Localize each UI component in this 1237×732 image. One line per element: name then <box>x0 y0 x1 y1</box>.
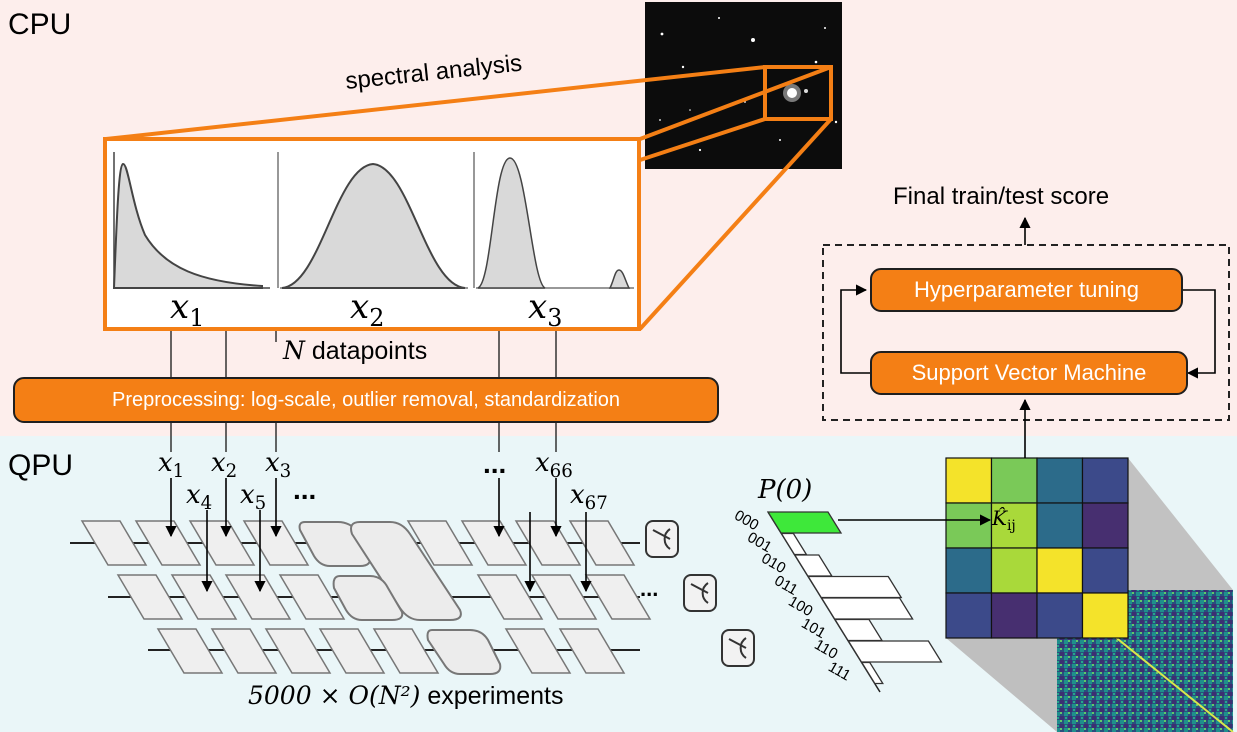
spectrum-curve-1 <box>112 162 263 289</box>
input-ellipsis-2: ... <box>483 448 507 479</box>
input-label-x66: x66 <box>535 448 573 483</box>
svm-box: Support Vector Machine <box>870 351 1188 395</box>
kernel-matrix <box>945 457 1234 732</box>
input-label-x67: x67 <box>570 480 608 515</box>
gate-row2-5 <box>530 574 598 620</box>
kernel-cell-0-2 <box>1036 457 1084 504</box>
kernel-cell-0-1 <box>990 457 1038 504</box>
gate-row2-3 <box>278 574 346 620</box>
input-label-x1: x1 <box>158 448 185 483</box>
histogram-bar-100 <box>820 597 914 620</box>
probability-label: P(0) <box>758 475 813 505</box>
kernel-cell-0-0 <box>945 457 993 504</box>
gate-row1-5 <box>460 520 528 566</box>
loop-right-arrow <box>1183 289 1216 379</box>
kernel-cell-2-1 <box>990 547 1038 594</box>
histogram-bar-000 <box>766 511 843 534</box>
circuit-ellipsis: ... <box>640 576 659 601</box>
histogram-bar-101 <box>833 618 884 642</box>
gate-row3-1 <box>210 628 278 674</box>
gate-input-arrows <box>165 478 592 593</box>
kernel-cell-0-3 <box>1081 457 1129 504</box>
input-label-x2: x2 <box>211 448 238 483</box>
spectrum-curve-3-bump <box>608 269 631 289</box>
kernel-cell-1-1 <box>990 502 1038 549</box>
hyperparameter-tuning-box: Hyperparameter tuning <box>870 268 1183 312</box>
kernel-cell-3-0 <box>945 592 993 639</box>
kernel-cell-3-1 <box>990 592 1038 639</box>
gate-row1-0 <box>80 520 148 566</box>
kernel-cell-1-3 <box>1081 502 1129 549</box>
kernel-cell-2-3 <box>1081 547 1129 594</box>
histogram-bar-001 <box>780 532 808 556</box>
kernel-cell-3-2 <box>1036 592 1084 639</box>
experiments-label: 5000 × O(N²) experiments <box>248 681 564 710</box>
gate-row2-6 <box>584 574 652 620</box>
gate-row2-0 <box>116 574 184 620</box>
kernel-cell-3-3 <box>1081 592 1129 639</box>
histogram-bar-111 <box>860 661 884 685</box>
data-lines <box>170 331 557 452</box>
spectral-zoom-lines <box>105 65 833 331</box>
gate-row2-1 <box>170 574 238 620</box>
spectrum-label-1: x1 <box>170 287 205 333</box>
input-label-x5: x5 <box>240 480 267 515</box>
kernel-cells <box>945 457 1129 639</box>
spectrum-curve-2 <box>281 162 466 289</box>
spectrum-curve-3 <box>477 157 546 289</box>
entangling-gate-3 <box>332 575 404 621</box>
cpu-label: CPU <box>8 8 72 41</box>
probability-histogram <box>766 511 943 693</box>
spectrum-label-3: x3 <box>528 287 563 333</box>
galaxy-image <box>645 2 842 169</box>
histogram-bar-110 <box>847 640 943 663</box>
datapoints-label: N datapoints <box>283 336 428 365</box>
kernel-cell-1-0 <box>945 502 993 549</box>
gate-row3-4 <box>372 628 440 674</box>
gate-row3-0 <box>156 628 224 674</box>
kernel-entry-label: K̂ij <box>992 506 1016 534</box>
kernel-cell-2-2 <box>1036 547 1084 594</box>
kernel-cell-1-2 <box>1036 502 1084 549</box>
qpu-label: QPU <box>8 449 74 482</box>
input-label-x3: x3 <box>265 448 292 483</box>
entangling-gate-4 <box>426 629 502 675</box>
preprocessing-box: Preprocessing: log-scale, outlier remova… <box>13 377 719 423</box>
gate-row3-6 <box>558 628 626 674</box>
circuit-gates <box>80 520 652 674</box>
measurement-boxes <box>645 520 755 667</box>
kernel-cell-2-0 <box>945 547 993 594</box>
measurement-1 <box>645 520 679 558</box>
spectra-panel <box>103 137 641 331</box>
spectrum-label-2: x2 <box>350 287 385 333</box>
gate-row2-2 <box>224 574 292 620</box>
gate-row3-5 <box>504 628 572 674</box>
entangling-gate-2 <box>350 521 462 621</box>
gate-row3-3 <box>318 628 386 674</box>
measurement-2 <box>683 574 717 612</box>
histogram-bar-011 <box>807 575 903 599</box>
entangling-gates <box>298 521 502 675</box>
gate-row1-4 <box>406 520 474 566</box>
final-score-label: Final train/test score <box>893 183 1110 210</box>
gate-row1-1 <box>134 520 202 566</box>
gate-row2-4 <box>476 574 544 620</box>
histogram-bar-010 <box>793 554 833 577</box>
gate-row1-6 <box>514 520 582 566</box>
input-ellipsis-1: ... <box>293 474 317 505</box>
ml-loop-frame <box>822 244 1230 421</box>
gate-row3-2 <box>264 628 332 674</box>
loop-left-arrow <box>840 284 870 374</box>
input-label-x4: x4 <box>186 480 213 515</box>
measurement-3 <box>721 629 755 667</box>
